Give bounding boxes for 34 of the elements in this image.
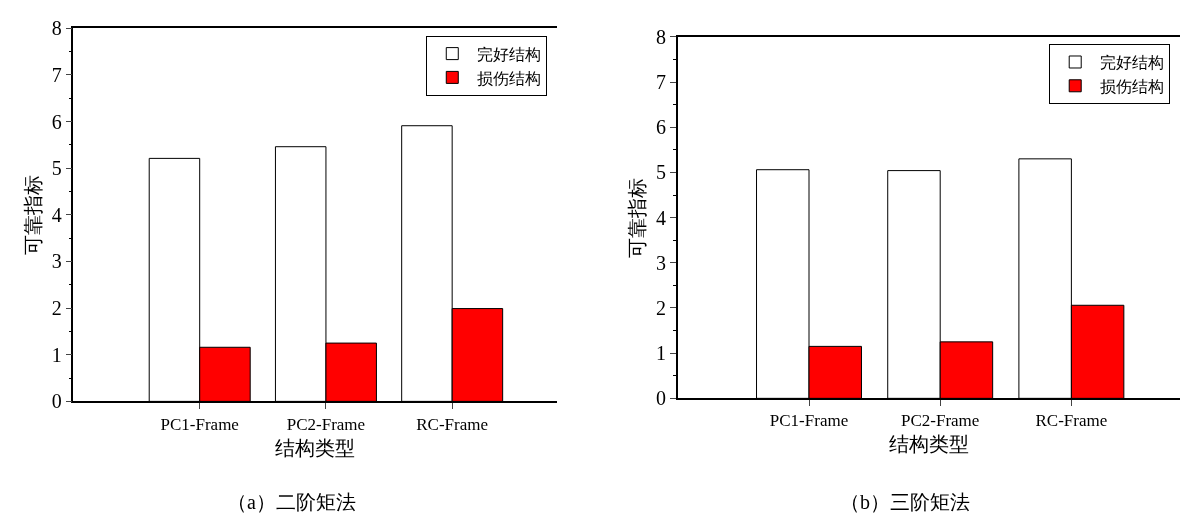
x-tick-label: RC-Frame bbox=[416, 414, 489, 434]
y-tick-label: 4 bbox=[656, 206, 667, 229]
y-axis-title: 可靠指标 bbox=[625, 177, 650, 258]
y-tick-label: 2 bbox=[51, 297, 62, 320]
x-axis-title: 结构类型 bbox=[889, 432, 970, 457]
text: （b）三阶矩法 bbox=[840, 491, 970, 513]
y-tick-label: 4 bbox=[51, 203, 62, 226]
y-tick-label: 5 bbox=[51, 157, 62, 180]
y-tick-label: 0 bbox=[656, 387, 667, 410]
y-tick-label: 7 bbox=[656, 71, 667, 94]
y-tick-label: 0 bbox=[51, 390, 62, 413]
x-tick-label: PC1-Frame bbox=[160, 414, 239, 434]
text: （a）二阶矩法 bbox=[227, 491, 356, 513]
y-tick-label: 6 bbox=[51, 110, 62, 133]
y-tick-label: 3 bbox=[656, 251, 667, 274]
y-tick-label: 3 bbox=[51, 250, 62, 273]
x-tick-label: PC1-Frame bbox=[769, 411, 849, 431]
y-axis-title: 可靠指标 bbox=[20, 174, 45, 255]
y-tick-label: 7 bbox=[51, 63, 62, 86]
x-tick-label: PC2-Frame bbox=[900, 411, 980, 431]
legend-label: 损伤结构 bbox=[1100, 77, 1165, 97]
x-axis-title: 结构类型 bbox=[275, 435, 356, 460]
y-tick-label: 1 bbox=[51, 343, 62, 366]
y-tick-label: 6 bbox=[656, 116, 667, 139]
legend-label: 损伤结构 bbox=[477, 68, 542, 88]
y-tick-label: 8 bbox=[51, 17, 62, 40]
legend-label: 完好结构 bbox=[477, 44, 542, 64]
y-tick-label: 8 bbox=[656, 25, 667, 48]
x-tick-label: RC-Frame bbox=[1035, 411, 1108, 431]
y-tick-label: 1 bbox=[656, 342, 667, 365]
y-tick-label: 2 bbox=[656, 296, 667, 319]
y-tick-label: 5 bbox=[656, 161, 667, 184]
legend-label: 完好结构 bbox=[1100, 53, 1165, 73]
x-tick-label: PC2-Frame bbox=[286, 414, 366, 434]
